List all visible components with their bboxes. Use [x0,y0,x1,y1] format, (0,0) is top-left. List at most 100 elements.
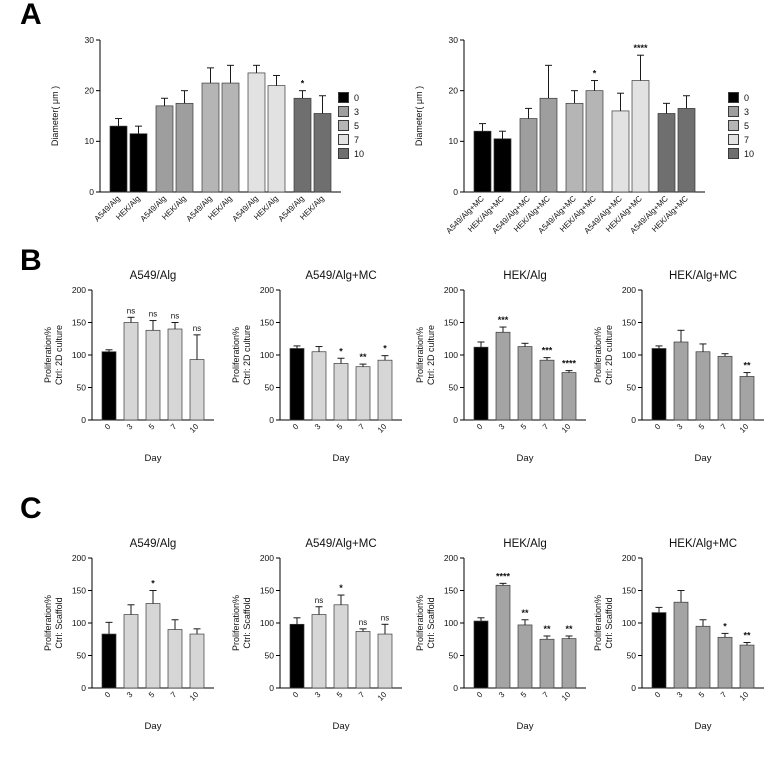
legend-label: 5 [744,120,750,131]
x-tick-label: 7 [169,690,179,700]
legend-label: 3 [744,106,750,117]
bar [539,97,558,193]
bar [517,624,533,689]
bar [289,623,305,689]
x-tick-label: 3 [497,422,507,432]
legend-item: 5 [728,120,754,131]
y-axis-label: Proliferation% [415,327,425,383]
significance-label: **** [562,359,577,369]
y-tick-label: 50 [449,650,459,660]
y-tick-label: 50 [627,382,637,392]
x-tick-label: 0 [475,422,485,432]
bar [377,633,393,689]
x-tick-label: 10 [376,690,389,703]
bar [539,638,555,689]
bar-chart-A-right: 0102030A549/Alg+MCHEK/Alg+MCA549/Alg+MCH… [414,35,705,235]
y-axis-label: Ctrl: 2D culture [604,325,614,385]
bar-chart-B-1: A549/Alg 0 50 100 150 200 0 ns 3 ns 5 ns 7 ns 10 Prolif… [43,270,214,464]
bar [221,82,240,193]
chart-title: HEK/Alg [503,538,546,550]
panel-c-chart-a549-alg-mc: A549/Alg+MC 0 50 100 150 200 0 ns 3 * 5 ns 7 ns 10 Prol… [230,536,412,751]
x-tick-label: 5 [335,690,345,700]
y-axis-label: Proliferation% [43,327,53,383]
bar [267,85,286,193]
x-tick-label: 10 [188,422,201,435]
x-tick-label: 3 [125,422,135,432]
bar [109,125,128,193]
x-axis-label: Day [145,721,162,732]
x-tick-label: 0 [475,690,485,700]
x-tick-label: 7 [169,422,179,432]
x-tick-label: 7 [719,690,729,700]
panel-c-chart-hek-alg-mc: HEK/Alg+MC 0 50 100 150 200 0 3 5 * 7 ** 10 Prolifera… [592,536,774,751]
panel-c-chart-hek-alg: HEK/Alg 0 50 100 150 200 0 **** 3 ** 5 ** 7 ** 10 Proli… [414,536,596,751]
x-tick-label: 0 [291,422,301,432]
significance-label: ** [521,608,529,618]
y-tick-label: 100 [444,618,458,628]
legend-swatch [338,106,349,117]
bar [167,629,183,689]
bar [333,604,349,689]
significance-label: *** [542,346,553,356]
legend-swatch [338,120,349,131]
bar [519,118,538,193]
y-tick-label: 30 [85,35,95,45]
significance-label: ** [565,624,573,634]
significance-label: * [723,621,727,631]
chart-title: A549/Alg [130,538,177,550]
y-tick-label: 0 [89,187,94,197]
significance-label: *** [498,315,509,325]
bar [495,331,511,421]
bar [247,72,266,193]
panel-a-chart-alg-mc: 0 10 20 30 A549/Alg+MC HEK/Alg+MC A549/Alg+MC H… [410,22,712,267]
y-axis-label: Ctrl: 2D culture [242,325,252,385]
legend-swatch [728,92,739,103]
legend-item: 3 [728,106,754,117]
bar [201,82,220,193]
x-tick-label: 10 [738,422,751,435]
x-axis-label: Day [695,453,712,464]
significance-label: ** [543,624,551,634]
y-tick-label: 200 [622,285,636,295]
y-tick-label: 50 [77,650,87,660]
legend-swatch [728,148,739,159]
x-tick-label: 3 [313,690,323,700]
bar [673,601,689,689]
panel-b-label: B [20,244,42,277]
y-tick-label: 200 [260,285,274,295]
chart-title: A549/Alg+MC [305,538,376,550]
y-tick-label: 100 [260,350,274,360]
bar [561,372,577,421]
x-axis-label: Day [333,453,350,464]
y-tick-label: 50 [627,650,637,660]
significance-label: * [383,344,387,354]
y-tick-label: 30 [449,35,459,45]
x-tick-label: 3 [675,422,685,432]
y-axis-label: Proliferation% [593,327,603,383]
chart-title: HEK/Alg+MC [669,270,737,282]
bar [355,631,371,689]
x-tick-label: 10 [188,690,201,703]
y-tick-label: 150 [622,317,636,327]
bar [561,638,577,689]
y-axis-label: Proliferation% [231,327,241,383]
bar [539,359,555,421]
y-tick-label: 10 [85,136,95,146]
y-axis-label: Proliferation% [593,595,603,651]
x-tick-label: 3 [675,690,685,700]
y-tick-label: 10 [449,136,459,146]
y-tick-label: 100 [622,350,636,360]
significance-label: ns [381,613,389,622]
y-tick-label: 0 [269,683,274,693]
legend-label: 7 [744,134,750,145]
legend-label: 0 [354,92,360,103]
bar [739,644,755,689]
panel-b-chart-hek-alg-mc: HEK/Alg+MC 0 50 100 150 200 0 3 5 7 ** 10 Proliferat… [592,268,774,483]
bar [123,322,139,421]
bar-chart-B-4: HEK/Alg+MC 0 50 100 150 200 0 3 5 7 ** 10 Proliferat… [593,270,764,464]
x-tick-label: 0 [103,690,113,700]
chart-title: A549/Alg [130,270,177,282]
legend-label: 7 [354,134,360,145]
bar [311,614,327,689]
